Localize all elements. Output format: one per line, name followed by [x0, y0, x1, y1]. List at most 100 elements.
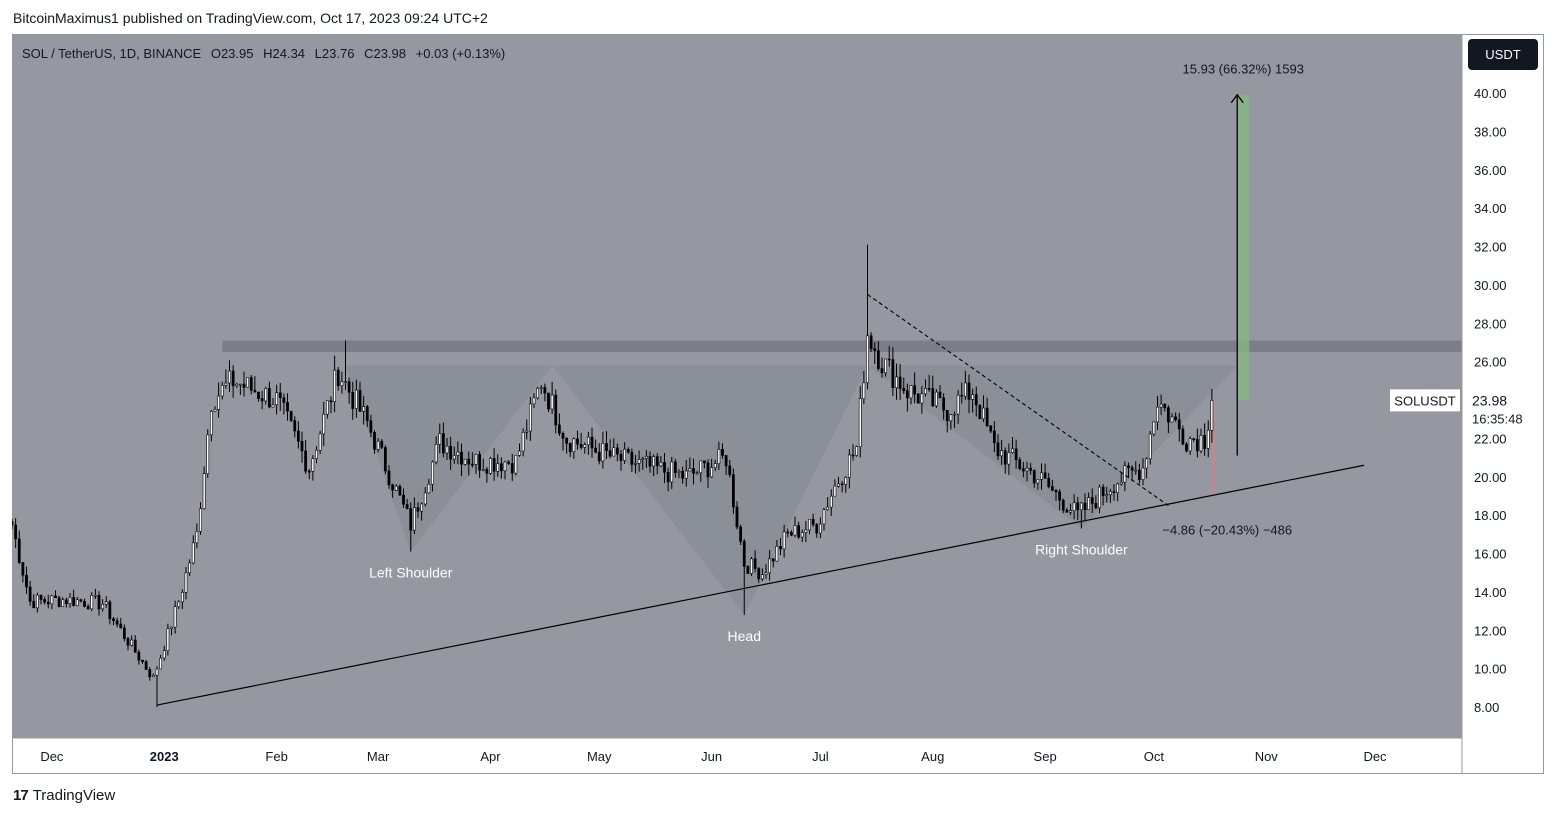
candle-body: [869, 335, 873, 349]
candle-body: [702, 460, 706, 464]
candle-body: [470, 463, 474, 466]
price-tick-label: 32.00: [1474, 240, 1507, 255]
candle-body: [1014, 448, 1018, 461]
candle-body: [68, 596, 72, 604]
candle-body: [83, 600, 86, 607]
candle-body: [1108, 491, 1112, 495]
candle-body: [28, 586, 32, 602]
candle-body: [655, 456, 659, 467]
candle-body: [286, 402, 289, 412]
candle-body: [641, 458, 645, 460]
time-tick-label: Jul: [812, 749, 829, 764]
candle-body: [652, 456, 656, 467]
candle-body: [260, 398, 264, 402]
candle-body: [978, 404, 982, 420]
candle-body: [967, 382, 971, 400]
candle-body: [249, 377, 253, 391]
candle-body: [220, 385, 224, 397]
candle-body: [818, 523, 822, 534]
candle-body: [677, 471, 681, 473]
candle-body: [1134, 469, 1138, 472]
pattern-label: Left Shoulder: [369, 565, 453, 581]
candle-body: [499, 463, 503, 472]
price-tick-label: 18.00: [1474, 508, 1507, 523]
candle-body: [257, 391, 260, 399]
candle-body: [394, 485, 398, 491]
candle-body: [405, 504, 409, 509]
candle-body: [452, 455, 456, 460]
candle-body: [416, 507, 420, 512]
candle-body: [615, 447, 619, 455]
candle-body: [960, 394, 964, 397]
candle-body: [1199, 435, 1203, 452]
price-tick-label: 38.00: [1474, 124, 1507, 139]
candle-body: [362, 406, 366, 412]
candle-body: [594, 447, 598, 453]
candle-body: [684, 470, 688, 479]
candle-body: [568, 443, 572, 453]
candle-body: [1090, 497, 1094, 504]
target-measure-label: 15.93 (66.32%) 1593: [1183, 62, 1304, 77]
candle-body: [648, 456, 652, 467]
candle-body: [532, 397, 536, 405]
price-tick-label: 22.00: [1474, 431, 1507, 446]
time-axis[interactable]: Dec 2023 Feb Mar Apr May Jun Jul Aug Sep Oct Nov Dec: [40, 749, 1387, 764]
candle-body: [953, 413, 956, 416]
candle-body: [793, 525, 797, 536]
candle-body: [710, 467, 714, 478]
price-chart[interactable]: Left Shoulder Head Right Shoulder 15.93 (66…: [12, 34, 1544, 774]
candle-body: [572, 438, 576, 453]
candle-body: [1148, 433, 1152, 460]
candle-body: [1032, 470, 1036, 484]
candle-body: [12, 521, 14, 526]
candle-body: [57, 597, 61, 607]
candle-body: [325, 400, 329, 415]
candle-body: [224, 382, 228, 386]
last-price-value: 23.98: [1472, 392, 1507, 408]
pattern-label: Head: [728, 628, 761, 644]
candle-body: [238, 383, 242, 386]
candle-body: [137, 651, 141, 661]
candle-body: [420, 503, 424, 512]
candle-body: [681, 471, 685, 479]
candle-body: [557, 424, 561, 434]
time-tick-label: Oct: [1144, 749, 1165, 764]
candle-body: [376, 440, 380, 450]
time-tick-label: Dec: [40, 749, 64, 764]
candle-body: [434, 444, 438, 463]
candle-body: [492, 458, 496, 472]
ascending-support-line: [156, 464, 1365, 706]
legend-high-label: H: [263, 46, 272, 61]
candle-body: [510, 463, 514, 474]
candle-body: [1119, 481, 1123, 485]
candle-body: [481, 469, 485, 471]
candle-body: [39, 594, 43, 600]
candle-body: [688, 468, 692, 472]
candle-body: [1061, 499, 1065, 511]
candle-body: [478, 454, 482, 471]
candle-body: [644, 456, 648, 459]
currency-button[interactable]: USDT: [1468, 39, 1538, 70]
tradingview-footer[interactable]: 17 TradingView: [13, 787, 115, 804]
candle-body: [32, 601, 36, 609]
publisher-line: BitcoinMaximus1 published on TradingView…: [13, 10, 488, 26]
candle-body: [887, 358, 891, 361]
candle-body: [46, 601, 50, 605]
candle-body: [565, 437, 569, 444]
target-zone: [1237, 94, 1250, 401]
candle-body: [409, 508, 413, 531]
candle-body: [1101, 486, 1105, 497]
candle-body: [1181, 428, 1185, 445]
candle-body: [14, 524, 18, 540]
candle-body: [786, 531, 790, 534]
candle-body: [528, 403, 532, 432]
candle-body: [920, 393, 924, 404]
candle-body: [173, 606, 177, 628]
candle-body: [909, 385, 913, 399]
candle-body: [692, 468, 695, 474]
candle-body: [1210, 400, 1214, 431]
candle-body: [184, 572, 188, 593]
candle-body: [1127, 465, 1130, 468]
candle-body: [126, 638, 130, 646]
candle-body: [380, 440, 384, 448]
